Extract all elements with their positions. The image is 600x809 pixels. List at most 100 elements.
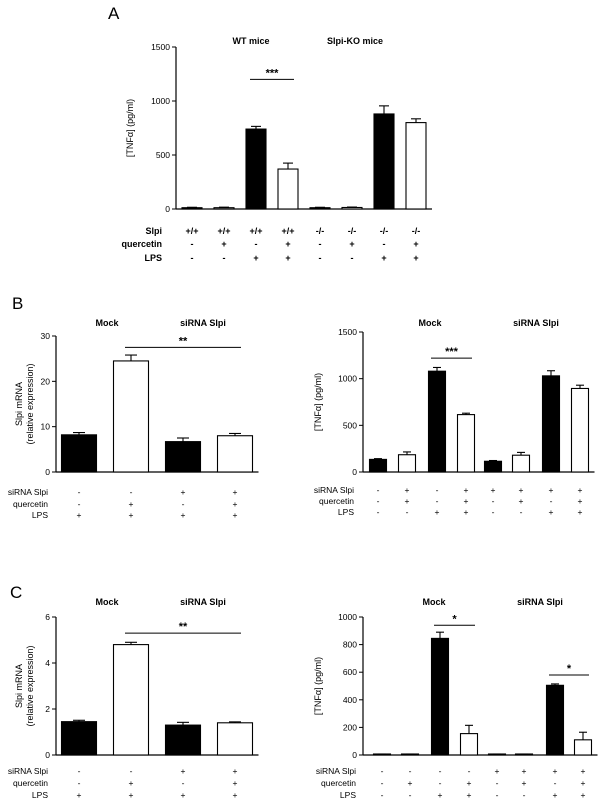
chart-c-right-ytick-label: 600 [343,667,357,677]
panel-label-b: B [12,294,23,313]
chart-a-condition-mark: - [255,239,258,249]
chart-b-right-condition-mark: - [377,507,380,517]
chart-c-left-condition-mark: + [181,790,186,800]
chart-c-right-condition-mark: - [554,778,557,788]
chart-c-right-condition-mark: - [409,790,412,800]
chart-c-right-ytick-label: 1000 [338,612,357,622]
chart-b-right-group-label: siRNA Slpi [513,318,559,328]
chart-b-left-condition-mark: - [182,499,185,509]
chart-a-condition-mark: - [383,239,386,249]
chart-b-left-bar [216,435,254,473]
chart-a-bar [277,168,299,210]
chart-c-right-condition-mark: - [439,778,442,788]
chart-b-right-bar [456,414,476,473]
chart-c-right-row-label: LPS [340,790,356,800]
chart-c-left-condition-mark: - [78,766,81,776]
chart-c-right-condition-mark: - [496,778,499,788]
chart-b-right-condition-mark: - [436,485,439,495]
chart-c-left-condition-mark: + [233,766,238,776]
chart-c-left-bar [216,722,254,756]
chart-b-right-condition-mark: - [492,496,495,506]
chart-c-left-ytick-label: 6 [45,612,50,622]
chart-b-right-row-label: siRNA Slpi [314,485,354,495]
chart-b-right-bar [397,454,417,473]
chart-b-left-condition-mark: + [129,499,134,509]
chart-a-ytick-label: 1000 [151,96,170,106]
chart-a-group-label: Slpi-KO mice [327,36,383,46]
chart-a-condition-mark: - [319,253,322,263]
chart-a-condition-mark: - [319,239,322,249]
chart-a-condition-mark: +/+ [185,226,198,236]
chart-b-right-bar [368,458,388,473]
chart-b-left-ytick-label: 10 [41,422,51,432]
chart-c-right-condition-mark: + [438,790,443,800]
chart-a-bar [245,128,267,210]
chart-b-right-condition-mark: - [520,507,523,517]
chart-b-right-condition-mark: - [436,496,439,506]
chart-b-left-condition-mark: + [233,499,238,509]
chart-a-condition-mark: -/- [348,226,357,236]
chart-b-left-row-label: siRNA Slpi [8,487,48,497]
chart-b-left-condition-mark: + [233,510,238,520]
chart-b-right-row-label: LPS [338,507,354,517]
chart-c-right-condition-mark: + [495,766,500,776]
chart-b-left-condition-mark: + [129,510,134,520]
chart-c-right-ytick-label: 400 [343,695,357,705]
chart-c-left-condition-mark: + [233,790,238,800]
chart-a-condition-mark: + [413,239,418,249]
chart-b-right-condition-mark: + [464,507,469,517]
chart-c-right-condition-mark: + [522,778,527,788]
chart-c-left-condition-mark: + [233,778,238,788]
chart-b-right-ytick-label: 1000 [338,374,357,384]
chart-c-right-condition-mark: + [553,790,558,800]
chart-c-left-group-label: Mock [95,597,119,607]
chart-a-bar [309,207,331,210]
chart-a-condition-mark: - [191,253,194,263]
chart-c-right-ytick-label: 200 [343,722,357,732]
chart-c-right-condition-mark: + [581,766,586,776]
chart-c-left-condition-mark: + [77,790,82,800]
chart-c-right-bar [430,637,450,756]
chart-b-left-ytick-label: 20 [41,376,51,386]
chart-a-row-label: LPS [144,253,162,263]
chart-c-left-bar [112,644,150,756]
chart-a-condition-mark: + [349,239,354,249]
chart-b-right-condition-mark: + [464,485,469,495]
chart-a-condition-mark: + [381,253,386,263]
chart-b-left-condition-mark: + [77,510,82,520]
chart-c-left-row-label: LPS [32,790,48,800]
chart-b-right-condition-mark: + [578,507,583,517]
chart-c-right-condition-mark: + [467,778,472,788]
chart-b-right-condition-mark: + [491,485,496,495]
chart-b-right-ytick-label: 0 [352,467,357,477]
chart-b-left-ylabel-line2: (relative expression) [25,363,35,444]
chart-b-left-row-label: quercetin [13,499,48,509]
chart-c-right-bar [573,739,593,756]
chart-b-right-condition-mark: + [549,507,554,517]
chart-a-condition-mark: - [223,253,226,263]
chart-b-left-significance-label: ** [179,335,188,347]
chart-a-condition-mark: + [413,253,418,263]
chart-c-left-condition-mark: + [129,778,134,788]
chart-a-condition-mark: - [351,253,354,263]
chart-a-bar [373,113,395,210]
chart-c-right-condition-mark: - [523,790,526,800]
chart-a-condition-mark: + [253,253,258,263]
chart-b-left-condition-mark: + [181,487,186,497]
chart-b-left-bar [112,360,150,473]
chart-c-right-condition-mark: - [439,766,442,776]
chart-b-right-condition-mark: + [405,496,410,506]
chart-a-condition-mark: + [285,253,290,263]
chart-c-left-group-label: siRNA Slpi [180,597,226,607]
chart-b-right-condition-mark: + [464,496,469,506]
chart-b-right-condition-mark: + [519,496,524,506]
chart-c-left-condition-mark: + [129,790,134,800]
chart-a-bar [213,207,235,210]
chart-c-right-condition-mark: - [381,766,384,776]
chart-c-left-condition-mark: - [78,778,81,788]
chart-b-right-condition-mark: + [519,485,524,495]
chart-a-ylabel: [TNFα] (pg/ml) [125,99,135,157]
chart-b-right-significance-label: *** [445,346,459,358]
chart-c-right-group-label: siRNA Slpi [517,597,563,607]
